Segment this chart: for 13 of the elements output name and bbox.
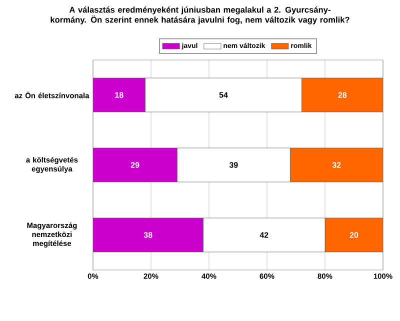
data-label: 54	[219, 92, 228, 98]
bar	[302, 78, 383, 112]
data-label: 42	[260, 232, 268, 238]
chart-title: A választás eredményeként júniusban megalakul a 2. Gyurcsány-kormány. Ön szerint ennek hatására javulni fog, nem változik vagy romlik?	[50, 6, 350, 24]
data-label: 20	[350, 232, 358, 238]
bar	[290, 148, 383, 182]
data-label: 28	[338, 92, 347, 98]
data-label: 18	[115, 92, 124, 98]
data-label: 39	[229, 162, 238, 168]
data-label: 29	[130, 162, 140, 168]
data-label: 32	[332, 162, 341, 168]
bar	[324, 218, 383, 252]
data-label: 38	[144, 232, 152, 238]
